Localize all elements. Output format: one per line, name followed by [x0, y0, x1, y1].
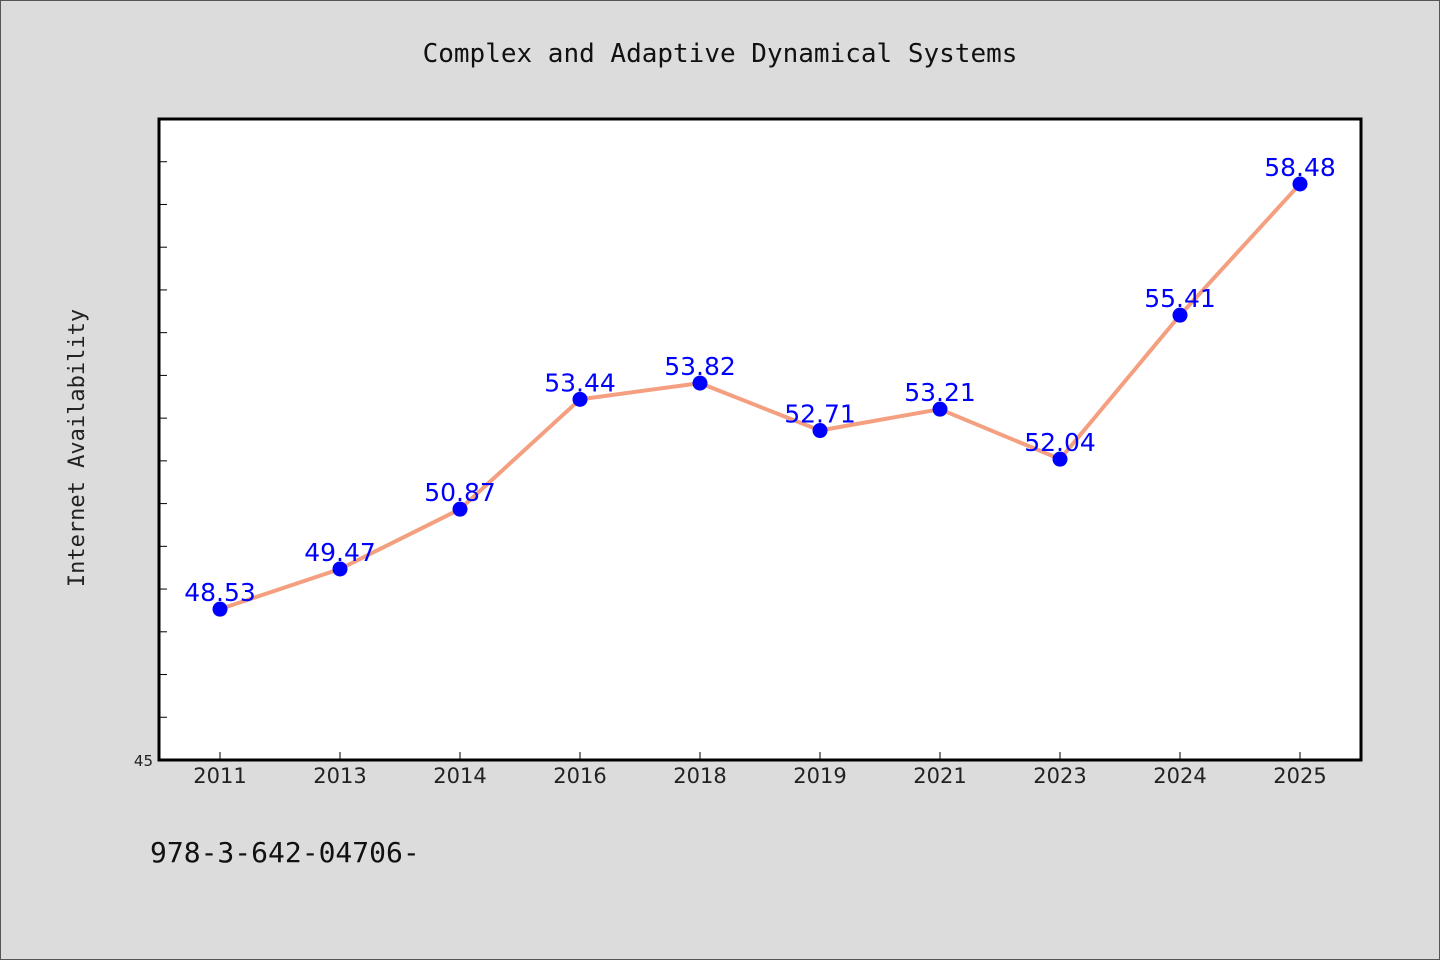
data-point [1292, 176, 1308, 192]
plot-area [157, 117, 1363, 762]
data-label: 52.04 [1024, 428, 1096, 457]
x-tick-label: 2023 [1033, 764, 1086, 788]
data-point [932, 401, 948, 417]
series-line [219, 182, 1302, 612]
chart-title: Complex and Adaptive Dynamical Systems [423, 39, 1018, 69]
data-point [1172, 307, 1188, 323]
y-axis-ticks: 45 [134, 118, 167, 770]
x-tick-label: 2025 [1273, 764, 1326, 788]
data-point [452, 501, 468, 517]
x-tick-label: 2014 [433, 764, 486, 788]
x-tick-label: 2024 [1153, 764, 1206, 788]
data-label: 53.21 [904, 378, 976, 407]
x-tick-label: 2011 [193, 764, 246, 788]
data-label: 52.71 [784, 400, 856, 429]
x-axis-ticks: 2011 2013 2014 2016 2018 2019 2021 2023 2024 2025 [193, 752, 1327, 788]
data-point [812, 423, 828, 439]
data-label: 49.47 [304, 538, 376, 567]
x-tick-label: 2021 [913, 764, 966, 788]
data-label: 58.48 [1264, 153, 1336, 182]
x-tick-label: 2013 [313, 764, 366, 788]
x-tick-label: 2019 [793, 764, 846, 788]
x-tick-label: 2016 [553, 764, 606, 788]
data-point [212, 601, 228, 617]
data-label: 55.41 [1144, 284, 1216, 313]
data-label: 53.44 [544, 368, 616, 397]
series-layer [212, 176, 1308, 617]
data-point [1052, 451, 1068, 467]
data-point [692, 375, 708, 391]
footer-isbn: 978-3-642-04706- [150, 836, 420, 869]
data-label: 53.82 [664, 352, 736, 381]
data-label: 50.87 [424, 478, 496, 507]
x-tick-label: 2018 [673, 764, 726, 788]
data-point [332, 561, 348, 577]
data-label: 48.53 [184, 578, 256, 607]
data-labels: 48.53 49.47 50.87 53.44 53.82 52.71 53.21 52.04… [184, 153, 1336, 607]
data-point [572, 391, 588, 407]
y-axis-label: Internet Availability [65, 309, 90, 587]
y-tick-label: 45 [134, 752, 153, 770]
